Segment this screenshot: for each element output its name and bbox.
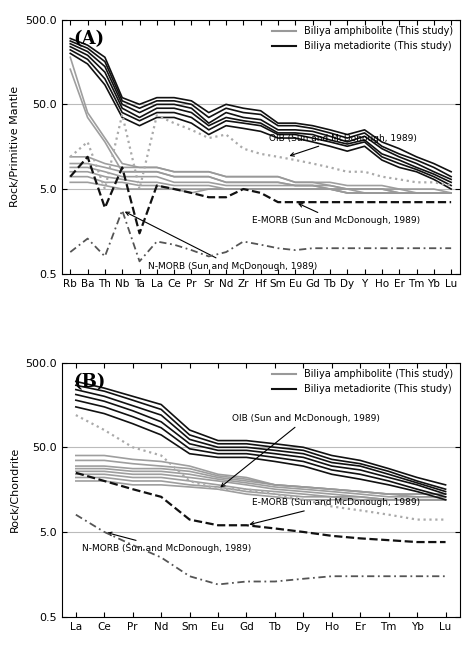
Legend: Biliya amphibolite (This study), Biliya metadiorite (This study): Biliya amphibolite (This study), Biliya … (270, 367, 455, 396)
Text: N-MORB (Sun and McDonough, 1989): N-MORB (Sun and McDonough, 1989) (126, 212, 318, 271)
Y-axis label: Rock/Primitive Mantle: Rock/Primitive Mantle (9, 86, 19, 207)
Text: E-MORB (Sun and McDonough, 1989): E-MORB (Sun and McDonough, 1989) (252, 204, 420, 226)
Text: OIB (Sun and McDonough, 1989): OIB (Sun and McDonough, 1989) (269, 134, 417, 156)
Text: (A): (A) (73, 30, 105, 48)
Text: N-MORB (Sun and McDonough, 1989): N-MORB (Sun and McDonough, 1989) (82, 532, 251, 553)
Text: E-MORB (Sun and McDonough, 1989): E-MORB (Sun and McDonough, 1989) (250, 499, 420, 525)
Legend: Biliya amphibolite (This study), Biliya metadiorite (This study): Biliya amphibolite (This study), Biliya … (270, 24, 455, 53)
Text: (B): (B) (73, 373, 106, 391)
Text: OIB (Sun and McDonough, 1989): OIB (Sun and McDonough, 1989) (221, 414, 380, 487)
Y-axis label: Rock/Chondrite: Rock/Chondrite (9, 447, 19, 532)
